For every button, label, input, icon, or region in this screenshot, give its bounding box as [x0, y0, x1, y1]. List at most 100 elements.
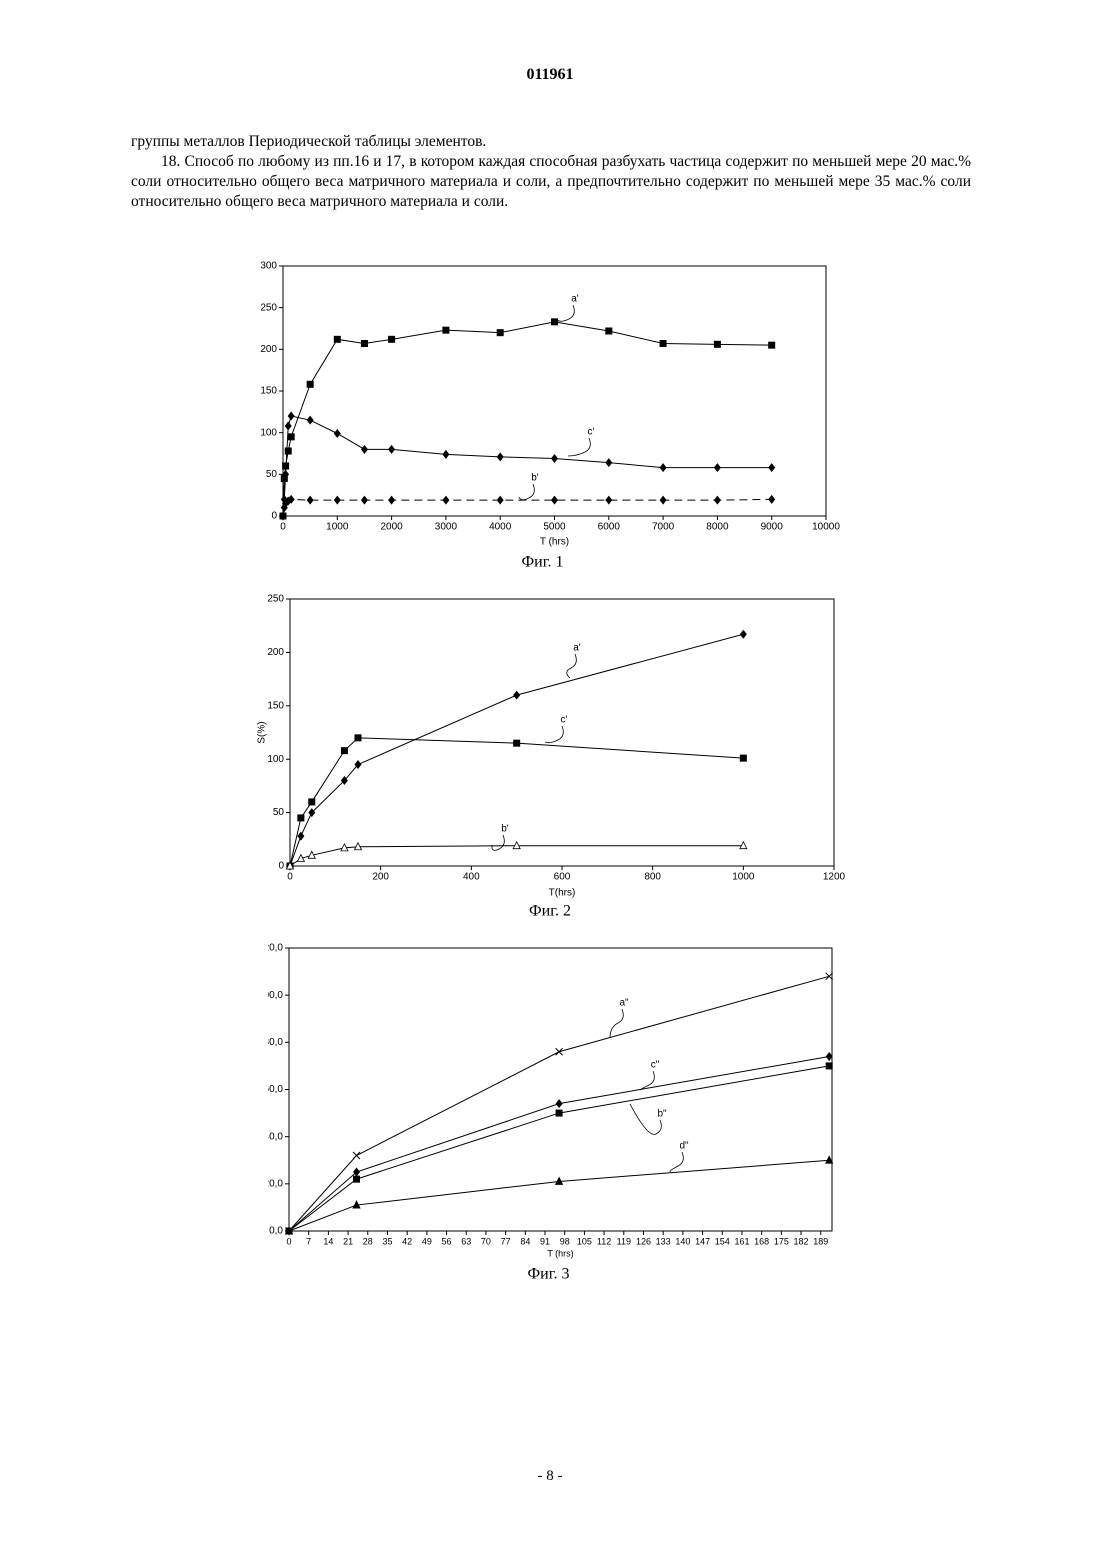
series-line	[289, 1160, 829, 1231]
x-tick-label: 4000	[489, 522, 512, 533]
page: 011961 группы металлов Периодической таб…	[0, 0, 1100, 1556]
marker	[714, 463, 721, 472]
x-axis-label: T(hrs)	[549, 888, 576, 899]
marker	[334, 336, 341, 343]
leader-line	[519, 484, 534, 500]
marker	[361, 496, 368, 505]
marker	[307, 416, 314, 425]
figure-caption: Фиг. 1	[522, 554, 564, 571]
marker	[442, 327, 449, 334]
x-tick-label: 98	[560, 1236, 570, 1246]
marker	[714, 341, 721, 348]
y-axis-label: S(%)	[257, 721, 268, 743]
y-tick-label: 60,0	[264, 1084, 284, 1095]
y-tick-label: 120,0	[258, 943, 283, 954]
x-tick-label: 56	[442, 1236, 452, 1246]
marker	[605, 328, 612, 335]
x-tick-label: 2000	[380, 522, 403, 533]
series-label: b'	[501, 824, 509, 835]
x-tick-label: 140	[675, 1236, 690, 1246]
x-tick-label: 8000	[706, 522, 729, 533]
x-tick-label: 161	[734, 1236, 749, 1246]
marker	[288, 433, 295, 440]
x-tick-label: 84	[520, 1236, 530, 1246]
y-tick-label: 150	[267, 700, 284, 711]
series-label: a'	[573, 643, 581, 654]
y-tick-label: 100	[260, 427, 277, 438]
marker	[388, 445, 395, 454]
y-tick-label: 100	[267, 754, 284, 765]
y-tick-label: 0	[271, 511, 277, 522]
x-tick-label: 105	[577, 1236, 592, 1246]
marker	[353, 1176, 360, 1183]
x-tick-label: 5000	[543, 522, 566, 533]
y-tick-labels: 0,020,040,060,080,0100,0120,0	[258, 943, 283, 1237]
marker	[660, 340, 667, 347]
x-tick-label: 49	[422, 1236, 432, 1246]
x-tick-label: 1000	[732, 872, 755, 883]
marker	[556, 1110, 563, 1117]
marker	[551, 496, 558, 505]
marker	[605, 458, 612, 467]
y-tick-label: 0,0	[269, 1226, 283, 1237]
plot-frame	[290, 599, 834, 866]
x-tick-label: 600	[554, 872, 571, 883]
marker	[442, 450, 449, 459]
series-label: b"	[657, 1109, 667, 1120]
y-tick-label: 150	[260, 386, 277, 397]
x-axis-label: T (hrs)	[540, 537, 569, 548]
x-tick-label: 0	[286, 1236, 291, 1246]
marker	[361, 445, 368, 454]
series-label: a'	[571, 294, 579, 305]
marker	[297, 832, 304, 841]
page-number: - 8 -	[0, 1468, 1100, 1485]
x-tick-label: 147	[695, 1236, 710, 1246]
x-tick-label: 7000	[652, 522, 675, 533]
marker	[660, 463, 667, 472]
x-tick-label: 182	[794, 1236, 809, 1246]
y-tick-label: 40,0	[264, 1131, 284, 1142]
x-tick-label: 70	[481, 1236, 491, 1246]
leader-line	[568, 438, 590, 456]
marker	[740, 755, 747, 762]
leader-line	[610, 1009, 623, 1038]
x-tick-label: 168	[754, 1236, 769, 1246]
series-label: c'	[561, 715, 568, 726]
x-tick-label: 9000	[761, 522, 784, 533]
series-line	[283, 499, 772, 516]
plot-frame	[289, 948, 832, 1231]
leader-line	[545, 726, 563, 743]
marker	[660, 496, 667, 505]
series-line	[283, 322, 772, 516]
y-tick-label: 100,0	[258, 990, 283, 1001]
y-tick-label: 80,0	[264, 1037, 284, 1048]
marker	[768, 463, 775, 472]
x-tick-label: 28	[363, 1236, 373, 1246]
x-tick-label: 10000	[812, 522, 840, 533]
leader-line	[567, 654, 577, 678]
marker	[388, 496, 395, 505]
marker	[497, 329, 504, 336]
marker	[605, 496, 612, 505]
marker	[826, 1062, 833, 1069]
marker	[353, 1168, 360, 1177]
x-tick-label: 175	[774, 1236, 789, 1246]
x-tick-label: 400	[463, 872, 480, 883]
y-tick-labels: 050100150200250300	[260, 261, 277, 522]
marker	[307, 496, 314, 505]
x-tick-label: 3000	[435, 522, 458, 533]
y-tick-label: 250	[267, 594, 284, 605]
marker	[297, 814, 304, 821]
marker	[308, 798, 315, 805]
marker	[768, 495, 775, 504]
marker	[353, 1152, 360, 1159]
y-tick-label: 50	[266, 469, 278, 480]
marker	[388, 336, 395, 343]
figure-caption: Фиг. 3	[528, 1266, 570, 1283]
figures: 0501001502002503000100020003000400050006…	[0, 0, 1100, 1556]
marker	[308, 808, 315, 817]
y-tick-label: 250	[260, 302, 277, 313]
y-tick-label: 200	[260, 344, 277, 355]
marker	[497, 452, 504, 461]
marker	[334, 496, 341, 505]
